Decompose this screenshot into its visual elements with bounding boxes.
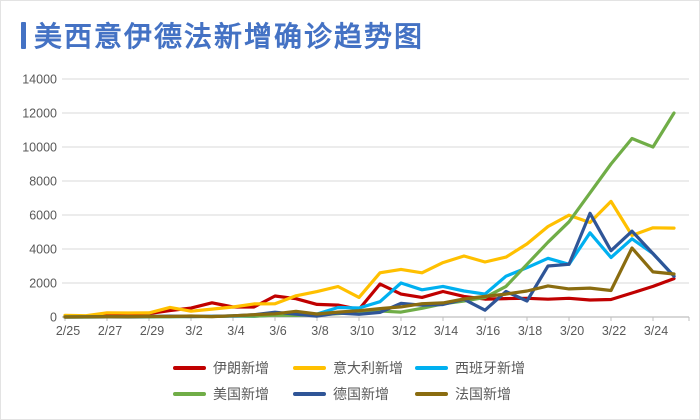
y-axis-label: 6000 bbox=[29, 209, 57, 223]
legend-swatch-italy bbox=[293, 366, 326, 370]
legend-swatch-france bbox=[415, 392, 448, 396]
y-axis-label: 2000 bbox=[29, 277, 57, 291]
title-accent-bar bbox=[21, 21, 26, 49]
legend-swatch-iran bbox=[173, 366, 206, 370]
chart-title-row: 美西意伊德法新增确诊趋势图 bbox=[21, 15, 424, 55]
trend-line-chart: 0 2000 4000 6000 8000 10000 12000 14000 2/25 2/27… bbox=[22, 73, 690, 338]
series-line-iran bbox=[63, 277, 676, 318]
y-axis-label: 0 bbox=[50, 311, 57, 325]
legend-swatch-germany bbox=[293, 392, 326, 396]
legend-item-italy: 意大利新增 bbox=[293, 359, 403, 377]
x-axis-label: 3/2 bbox=[185, 324, 202, 338]
x-axis-label: 3/8 bbox=[311, 324, 328, 338]
x-axis-label: 3/4 bbox=[227, 324, 244, 338]
legend-label-italy: 意大利新增 bbox=[333, 360, 403, 376]
y-axis-label: 4000 bbox=[29, 243, 57, 257]
chart-title: 美西意伊德法新增确诊趋势图 bbox=[34, 21, 425, 52]
legend-label-germany: 德国新增 bbox=[333, 386, 389, 402]
x-axis-label: 3/14 bbox=[434, 324, 458, 338]
legend-label-spain: 西班牙新增 bbox=[455, 360, 525, 376]
x-axis-label: 3/16 bbox=[476, 324, 500, 338]
legend-item-us: 美国新增 bbox=[173, 385, 269, 403]
legend-item-iran: 伊朗新增 bbox=[173, 359, 269, 377]
x-axis-label: 3/22 bbox=[602, 324, 626, 338]
x-axis-label: 2/29 bbox=[140, 324, 164, 338]
x-axis-label: 3/24 bbox=[644, 324, 668, 338]
legend-item-spain: 西班牙新增 bbox=[415, 359, 525, 377]
x-axis-label: 3/6 bbox=[269, 324, 286, 338]
x-axis-label: 3/10 bbox=[350, 324, 374, 338]
y-axis-label: 8000 bbox=[29, 175, 57, 189]
legend-swatch-us bbox=[173, 392, 206, 396]
y-axis-label: 10000 bbox=[22, 141, 57, 155]
legend-label-france: 法国新增 bbox=[455, 386, 511, 402]
x-axis-label: 2/27 bbox=[98, 324, 122, 338]
legend-label-iran: 伊朗新增 bbox=[213, 360, 269, 376]
legend-label-us: 美国新增 bbox=[213, 386, 269, 402]
series-line-germany bbox=[63, 211, 676, 319]
series-line-spain bbox=[63, 231, 676, 319]
x-axis-label: 3/12 bbox=[392, 324, 416, 338]
legend-swatch-spain bbox=[415, 366, 448, 370]
legend-item-france: 法国新增 bbox=[415, 385, 511, 403]
x-axis-label: 2/25 bbox=[56, 324, 80, 338]
legend-item-germany: 德国新增 bbox=[293, 385, 389, 403]
x-axis-label: 3/18 bbox=[518, 324, 542, 338]
x-axis-label: 3/20 bbox=[560, 324, 584, 338]
y-axis-label: 14000 bbox=[22, 73, 57, 87]
y-axis-label: 12000 bbox=[22, 107, 57, 121]
series-line-france bbox=[63, 246, 676, 319]
